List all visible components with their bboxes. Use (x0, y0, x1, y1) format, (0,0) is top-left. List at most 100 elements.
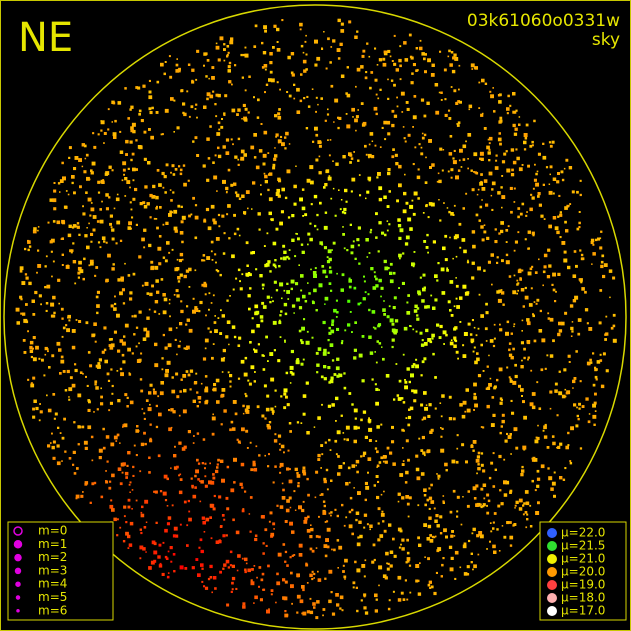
star (288, 479, 293, 484)
star (210, 537, 213, 540)
star (226, 507, 230, 511)
star (290, 584, 294, 589)
star (340, 342, 344, 345)
star (454, 577, 457, 580)
star (429, 534, 432, 537)
star (176, 353, 178, 356)
star (434, 407, 437, 410)
star (353, 348, 357, 352)
star (498, 132, 501, 135)
star (198, 310, 201, 313)
star (298, 505, 302, 510)
star (356, 30, 359, 33)
star (160, 62, 164, 67)
star (284, 580, 288, 584)
star (421, 418, 424, 421)
star (322, 320, 326, 325)
star (456, 305, 460, 309)
star (574, 250, 577, 253)
star (183, 445, 187, 449)
star (148, 391, 152, 395)
star (449, 341, 454, 346)
star (265, 407, 270, 412)
star (375, 236, 378, 239)
star (272, 46, 275, 49)
star (463, 332, 468, 336)
star (389, 318, 394, 323)
star (493, 323, 496, 326)
star (127, 498, 131, 502)
star (19, 269, 23, 273)
star (535, 172, 538, 176)
star (216, 463, 219, 466)
star (424, 70, 427, 74)
star (513, 325, 515, 328)
star (581, 257, 585, 261)
star (269, 270, 272, 273)
star (305, 127, 309, 130)
star (112, 101, 116, 105)
star (86, 176, 90, 181)
star (263, 130, 268, 135)
star (232, 288, 235, 291)
star (335, 366, 340, 371)
star (96, 408, 99, 411)
star (105, 279, 108, 283)
star (279, 505, 284, 509)
star (129, 521, 134, 526)
star (283, 289, 286, 292)
star (514, 504, 517, 507)
star (273, 24, 277, 28)
star (264, 29, 267, 33)
star (481, 187, 486, 191)
star (348, 392, 352, 395)
star (276, 27, 280, 32)
star (316, 228, 319, 231)
star (453, 327, 457, 331)
star (526, 518, 529, 521)
star (467, 167, 469, 170)
star (212, 387, 217, 392)
star (226, 190, 228, 193)
star (450, 168, 454, 172)
star (302, 469, 306, 474)
star (291, 304, 296, 308)
star (492, 87, 494, 89)
star (330, 289, 333, 292)
star (258, 454, 261, 457)
star (303, 520, 308, 524)
star (493, 550, 497, 554)
star (296, 233, 298, 235)
star (396, 394, 400, 397)
star (262, 542, 265, 545)
star (261, 301, 265, 305)
star (523, 356, 526, 360)
star (33, 227, 37, 231)
star (376, 450, 379, 454)
star (469, 333, 473, 336)
star (348, 285, 352, 289)
star (203, 105, 207, 109)
star (305, 381, 309, 385)
star (307, 493, 310, 497)
star (204, 475, 207, 478)
star (286, 91, 289, 93)
star (233, 232, 237, 236)
star (41, 358, 44, 362)
star (556, 230, 560, 235)
star (389, 550, 394, 554)
star (472, 486, 477, 491)
star (181, 258, 184, 261)
star (186, 544, 189, 547)
star (380, 286, 384, 290)
star (432, 306, 436, 310)
star (449, 63, 453, 67)
star (176, 58, 178, 60)
star (364, 559, 367, 562)
star (480, 314, 484, 318)
star (185, 323, 188, 326)
star (201, 462, 204, 465)
star (419, 39, 422, 42)
star (466, 565, 470, 569)
star (319, 241, 323, 245)
